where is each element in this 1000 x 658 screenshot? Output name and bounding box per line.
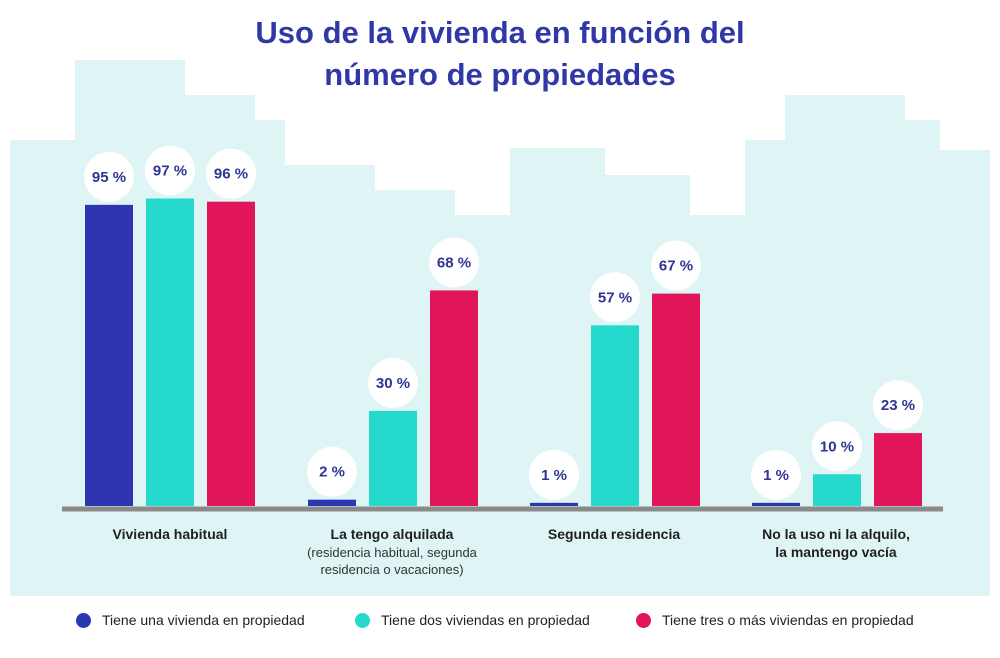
value-label: 10 % xyxy=(820,438,854,455)
value-label: 95 % xyxy=(92,169,126,186)
value-label: 1 % xyxy=(763,467,789,484)
legend-item: Tiene tres o más viviendas en propiedad xyxy=(636,612,914,628)
category-labels-group: Vivienda habitual La tengo alquilada (resi… xyxy=(113,526,910,577)
legend-item: Tiene dos viviendas en propiedad xyxy=(355,612,590,628)
bar xyxy=(146,198,194,506)
chart-title-line-2: número de propiedades xyxy=(324,57,676,92)
bar xyxy=(591,325,639,506)
legend-label: Tiene una vivienda en propiedad xyxy=(102,612,305,628)
bar xyxy=(874,433,922,506)
value-label: 23 % xyxy=(881,397,915,414)
legend-item: Tiene una vivienda en propiedad xyxy=(76,612,305,628)
bar xyxy=(308,499,356,506)
bar xyxy=(652,293,700,506)
value-label: 2 % xyxy=(319,464,345,481)
value-label-bubble xyxy=(812,421,862,472)
bars-group xyxy=(85,198,922,506)
value-label-bubble xyxy=(145,145,195,196)
bar xyxy=(530,502,578,506)
bar xyxy=(207,201,255,506)
value-label: 1 % xyxy=(541,467,567,484)
chart-title-line-1: Uso de la vivienda en función del xyxy=(255,15,745,50)
legend-marker xyxy=(636,612,651,628)
legend: Tiene una vivienda en propiedad Tiene dos… xyxy=(0,612,1000,638)
value-label-bubble xyxy=(307,446,357,497)
bar xyxy=(369,410,417,506)
legend-label: Tiene dos viviendas en propiedad xyxy=(381,612,590,628)
legend-marker xyxy=(76,612,91,628)
category-sublabel: residencia o vacaciones) xyxy=(320,562,463,577)
value-label: 96 % xyxy=(214,166,248,183)
value-label-bubble xyxy=(429,237,479,288)
value-label-bubble xyxy=(529,449,579,500)
chart-title: Uso de la vivienda en función del número… xyxy=(0,12,1000,96)
value-label-bubble xyxy=(206,148,256,199)
legend-label: Tiene tres o más viviendas en propiedad xyxy=(662,612,914,628)
category-label: No la uso ni la alquilo, xyxy=(762,526,910,542)
value-label-bubble xyxy=(751,449,801,500)
category-label: La tengo alquilada xyxy=(331,526,454,542)
category-label: la mantengo vacía xyxy=(775,544,897,560)
value-label: 97 % xyxy=(153,163,187,180)
bar xyxy=(430,290,478,506)
legend-marker xyxy=(355,612,370,628)
category-sublabel: (residencia habitual, segunda xyxy=(307,545,478,560)
value-label: 68 % xyxy=(437,254,471,271)
value-label-bubble xyxy=(368,357,418,408)
value-label-bubble xyxy=(651,240,701,291)
bar xyxy=(752,502,800,506)
bar xyxy=(85,204,133,506)
value-label-bubble xyxy=(84,151,134,202)
category-label: Vivienda habitual xyxy=(113,526,228,542)
value-label-bubble xyxy=(590,272,640,323)
value-labels-group: 95 % 2 % 1 % 1 % 97 % 30 % 57 % 10 % 96 % 68 % 67 … xyxy=(84,145,923,500)
value-label: 67 % xyxy=(659,258,693,275)
value-label: 30 % xyxy=(376,375,410,392)
bar xyxy=(813,474,861,506)
value-label: 57 % xyxy=(598,289,632,306)
value-label-bubble xyxy=(873,380,923,431)
category-label: Segunda residencia xyxy=(548,526,680,542)
